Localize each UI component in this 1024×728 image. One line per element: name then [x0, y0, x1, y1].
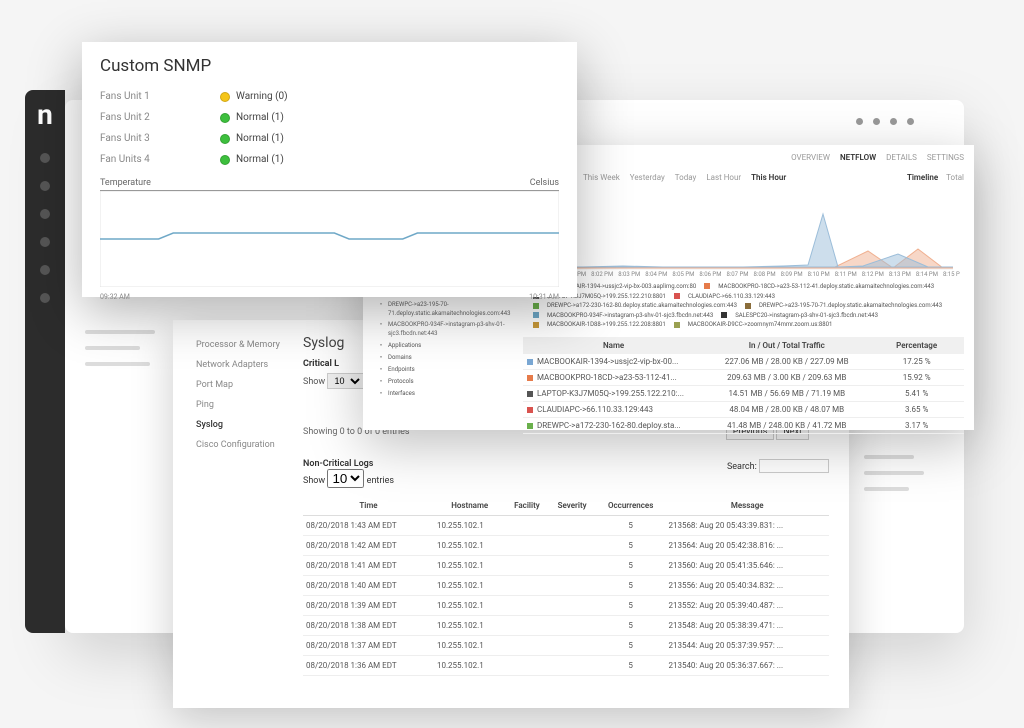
nf-tab[interactable]: NETFLOW	[840, 153, 876, 162]
nf-tab[interactable]: DETAILS	[886, 153, 917, 162]
nf-toggle-item[interactable]: Total	[946, 173, 964, 182]
legend-item: MACBOOKAIR-D9CC->zoomnym74mmr.zoom.us:88…	[674, 320, 833, 330]
table-row[interactable]: 08/20/2018 1:41 AM EDT10.255.102.1521356…	[303, 556, 829, 576]
left-sidebar: n	[25, 90, 65, 633]
temp-label: TemperatureCelsius	[100, 178, 559, 191]
side-item[interactable]: DREWPC->a23-195-70-71.deploy.static.akam…	[378, 300, 518, 318]
log-col[interactable]: Time	[303, 496, 434, 516]
table-row[interactable]: 08/20/2018 1:40 AM EDT10.255.102.1521355…	[303, 576, 829, 596]
netflow-xlabels: 8:00 PM8:01 PM8:02 PM8:03 PM8:04 PM8:05 …	[533, 271, 964, 278]
nf-range[interactable]: This Hour	[751, 173, 786, 182]
side-cat[interactable]: Applications	[378, 341, 518, 350]
legend-item: MACBOOKPRO-18CD->a23-53-112-41.deploy.st…	[704, 282, 934, 292]
netflow-legend: MACBOOKAIR-1394->ussjc2-vip-bx-003.aapli…	[533, 282, 964, 330]
netflow-toggle: Timeline Total	[907, 173, 964, 182]
noncrit-label: Non-Critical Logs	[303, 459, 394, 469]
nf-range[interactable]: Today	[675, 173, 697, 182]
legend-item: CLAUDIAPC->66.110.33.129:443	[674, 292, 775, 302]
netflow-side-list: DREWPC->a23-195-70-71.deploy.static.akam…	[378, 300, 518, 400]
side-cat[interactable]: Interfaces	[378, 389, 518, 398]
nf-row[interactable]: DREWPC->a172-230-162-80.deploy.sta...41.…	[523, 418, 964, 434]
nav-dot[interactable]	[40, 181, 50, 191]
log-col[interactable]: Hostname	[434, 496, 506, 516]
nf-row[interactable]: CLAUDIAPC->66.110.33.129:44348.04 MB / 2…	[523, 402, 964, 418]
snmp-row: Fans Unit 3Normal (1)	[100, 128, 559, 149]
logo: n	[37, 98, 53, 131]
table-row[interactable]: 08/20/2018 1:36 AM EDT10.255.102.1521354…	[303, 656, 829, 676]
nf-range[interactable]: Last Hour	[706, 173, 741, 182]
search-input[interactable]	[759, 459, 829, 473]
syslog-nav-item[interactable]: Network Adapters	[196, 355, 301, 375]
temp-time-labels: 09:32 AM10:31 AM	[100, 293, 559, 301]
table-row[interactable]: 08/20/2018 1:38 AM EDT10.255.102.1521354…	[303, 616, 829, 636]
snmp-row: Fan Units 4Normal (1)	[100, 149, 559, 170]
side-cat[interactable]: Protocols	[378, 377, 518, 386]
window-dots	[856, 118, 914, 125]
nav-dot[interactable]	[40, 293, 50, 303]
nf-toggle-item[interactable]: Timeline	[907, 173, 938, 182]
search-box: Search:	[727, 459, 829, 488]
show-entries-2: Show 10 entries	[303, 469, 394, 488]
legend-item: MACBOOKAIR-1D88->199.255.122.208:8801	[533, 320, 666, 330]
nf-range[interactable]: Yesterday	[630, 173, 665, 182]
netflow-tabs: OVERVIEW NETFLOW DETAILS SETTINGS	[781, 153, 964, 162]
snmp-title: Custom SNMP	[100, 56, 559, 76]
side-cat[interactable]: Endpoints	[378, 365, 518, 374]
syslog-nav: Processor & MemoryNetwork AdaptersPort M…	[196, 335, 301, 455]
table-row[interactable]: 08/20/2018 1:37 AM EDT10.255.102.1521354…	[303, 636, 829, 656]
table-row[interactable]: 08/20/2018 1:43 AM EDT10.255.102.1521356…	[303, 516, 829, 536]
netflow-chart	[533, 189, 953, 277]
table-row[interactable]: 08/20/2018 1:39 AM EDT10.255.102.1521355…	[303, 596, 829, 616]
netflow-table: NameIn / Out / Total TrafficPercentage M…	[523, 337, 964, 434]
nf-tab[interactable]: OVERVIEW	[791, 153, 830, 162]
nf-tab[interactable]: SETTINGS	[927, 153, 964, 162]
syslog-nav-item[interactable]: Cisco Configuration	[196, 435, 301, 455]
log-col[interactable]: Message	[665, 496, 829, 516]
side-item[interactable]: MACBOOKPRO-934F->instagram-p3-shv-01-sjc…	[378, 320, 518, 338]
log-col[interactable]: Severity	[548, 496, 595, 516]
bg-skeleton-left	[85, 330, 155, 366]
log-table: TimeHostnameFacilitySeverityOccurrencesM…	[303, 496, 829, 676]
temp-chart	[100, 191, 559, 287]
syslog-nav-item[interactable]: Syslog	[196, 415, 301, 435]
nf-row[interactable]: LAPTOP-K3J7M05Q->199.255.122.210:...14.5…	[523, 386, 964, 402]
legend-item: SALESPC20->instagram-p3-shv-01-sjc3.fbcd…	[721, 311, 878, 321]
nf-range[interactable]: This Week	[583, 173, 620, 182]
nf-row[interactable]: MACBOOKAIR-1394->ussjc2-vip-bx-00...227.…	[523, 354, 964, 370]
nav-dot[interactable]	[40, 153, 50, 163]
snmp-row: Fans Unit 2Normal (1)	[100, 107, 559, 128]
syslog-nav-item[interactable]: Ping	[196, 395, 301, 415]
entries-select-2[interactable]: 10	[327, 469, 364, 488]
entries-select[interactable]: 10	[327, 373, 364, 389]
bg-skeleton-right	[864, 455, 924, 491]
nav-dot[interactable]	[40, 209, 50, 219]
side-cat[interactable]: Domains	[378, 353, 518, 362]
nav-dot[interactable]	[40, 265, 50, 275]
legend-item: DREWPC->a172-230-162-80.deploy.static.ak…	[533, 301, 737, 311]
snmp-row: Fans Unit 1Warning (0)	[100, 86, 559, 107]
snmp-panel: Custom SNMP Fans Unit 1Warning (0)Fans U…	[82, 42, 577, 297]
table-row[interactable]: 08/20/2018 1:42 AM EDT10.255.102.1521356…	[303, 536, 829, 556]
log-col[interactable]: Occurrences	[596, 496, 666, 516]
legend-item: MACBOOKPRO-934F->instagram-p3-shv-01-sjc…	[533, 311, 713, 321]
nav-dot[interactable]	[40, 237, 50, 247]
legend-item: DREWPC->a23-195-70-71.deploy.static.akam…	[745, 301, 942, 311]
syslog-nav-item[interactable]: Processor & Memory	[196, 335, 301, 355]
syslog-nav-item[interactable]: Port Map	[196, 375, 301, 395]
netflow-ranges: This Week Yesterday Today Last Hour This Hou…	[583, 173, 796, 182]
nf-row[interactable]: MACBOOKPRO-18CD->a23-53-112-41...209.63 …	[523, 370, 964, 386]
log-col[interactable]: Facility	[506, 496, 549, 516]
